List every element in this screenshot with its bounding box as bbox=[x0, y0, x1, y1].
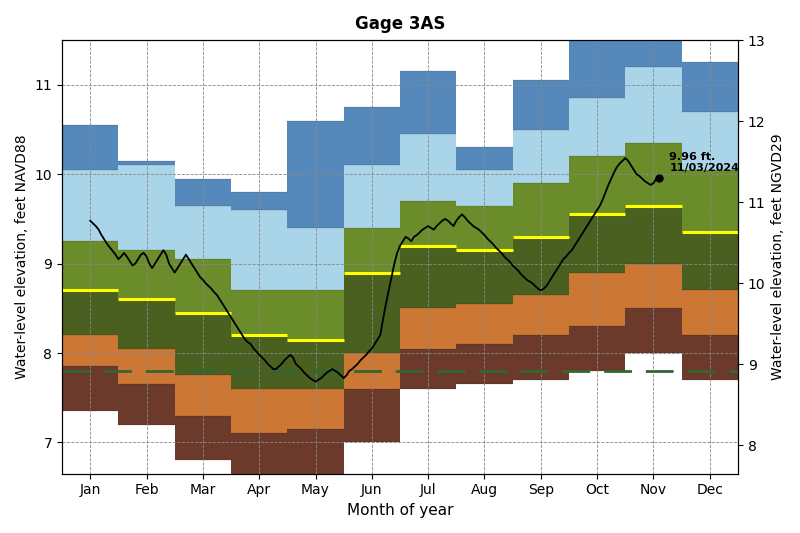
X-axis label: Month of year: Month of year bbox=[346, 503, 454, 518]
Y-axis label: Water-level elevation, feet NGVD29: Water-level elevation, feet NGVD29 bbox=[771, 134, 785, 380]
Text: 9.96 ft.
11/03/2024: 9.96 ft. 11/03/2024 bbox=[670, 152, 739, 173]
Title: Gage 3AS: Gage 3AS bbox=[355, 15, 445, 33]
Y-axis label: Water-level elevation, feet NAVD88: Water-level elevation, feet NAVD88 bbox=[15, 135, 29, 379]
